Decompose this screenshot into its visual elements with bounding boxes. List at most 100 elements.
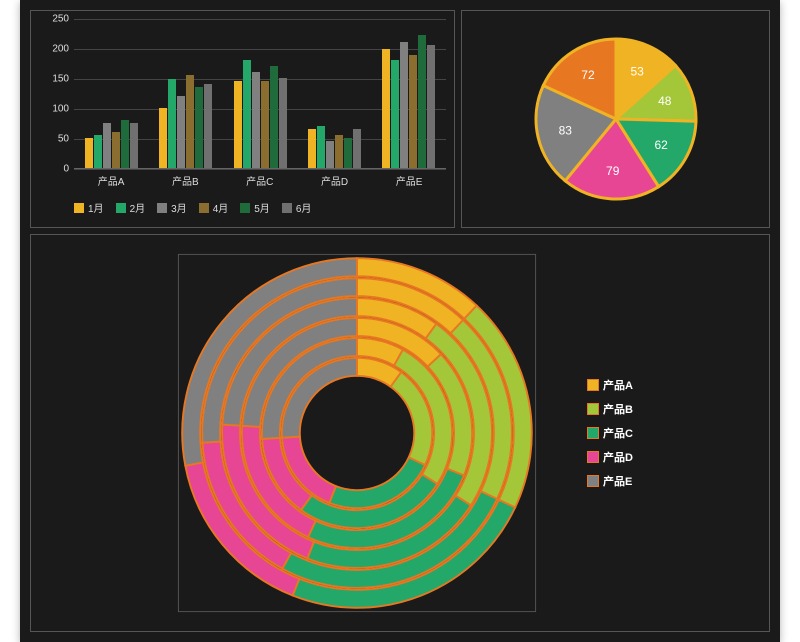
legend-label: 2月: [130, 200, 146, 215]
bar-y-tick: 0: [39, 164, 69, 175]
bar: [344, 138, 352, 168]
pie-chart: 53 48 62 79 83 72: [516, 19, 716, 219]
bar-legend-item: 1月: [74, 200, 104, 215]
donut-legend-item: 产品C: [587, 425, 633, 441]
legend-swatch: [587, 451, 599, 463]
donut-legend-item: 产品B: [587, 401, 633, 417]
bar: [308, 129, 316, 168]
bar-legend-item: 5月: [240, 200, 270, 215]
bar: [382, 49, 390, 168]
bar: [195, 87, 203, 168]
legend-label: 5月: [254, 200, 270, 215]
bar-group: [308, 126, 361, 168]
donut-legend-item: 产品A: [587, 377, 633, 393]
legend-label: 6月: [296, 200, 312, 215]
bar-y-tick: 200: [39, 44, 69, 55]
bar: [112, 132, 120, 168]
bar: [204, 84, 212, 168]
bar-chart-panel: 050100150200250 产品A产品B产品C产品D产品E 1月2月3月4月…: [30, 10, 455, 228]
bar: [252, 72, 260, 168]
pie-slice-label: 62: [654, 138, 668, 152]
bar-y-tick: 100: [39, 104, 69, 115]
bar: [418, 35, 426, 168]
bar: [85, 138, 93, 168]
pie-slice-label: 53: [630, 65, 644, 79]
bar-x-label: 产品B: [172, 173, 199, 188]
bar-groups: [74, 18, 446, 169]
bar: [103, 123, 111, 168]
donut-chart: [167, 243, 547, 623]
legend-label: 3月: [171, 200, 187, 215]
bar-y-tick: 250: [39, 14, 69, 25]
legend-swatch: [116, 203, 126, 213]
pie-slice-label: 48: [658, 94, 672, 108]
bar-grid-line: [74, 169, 446, 170]
bar-group: [159, 75, 212, 168]
legend-swatch: [282, 203, 292, 213]
bar-y-axis: 050100150200250: [39, 19, 69, 169]
bar-legend-item: 3月: [157, 200, 187, 215]
bar: [400, 42, 408, 168]
bar-group: [85, 120, 138, 168]
bar: [121, 120, 129, 168]
legend-label: 产品D: [603, 449, 633, 465]
legend-label: 产品B: [603, 401, 633, 417]
bar: [279, 78, 287, 168]
bar-group: [382, 35, 435, 168]
bar: [391, 60, 399, 168]
legend-swatch: [587, 379, 599, 391]
pie-slice-label: 72: [581, 68, 595, 82]
bar-x-label: 产品E: [396, 173, 423, 188]
bar: [159, 108, 167, 168]
legend-label: 产品E: [603, 473, 632, 489]
bar-legend-item: 2月: [116, 200, 146, 215]
bar: [261, 81, 269, 168]
legend-swatch: [587, 403, 599, 415]
donut-legend: 产品A 产品B 产品C 产品D 产品E: [587, 377, 633, 489]
legend-swatch: [587, 427, 599, 439]
legend-swatch: [74, 203, 84, 213]
legend-label: 4月: [213, 200, 229, 215]
bar: [130, 123, 138, 168]
bar: [317, 126, 325, 168]
bar-group: [234, 60, 287, 168]
pie-chart-panel: 53 48 62 79 83 72: [461, 10, 770, 228]
bar: [94, 135, 102, 168]
bar-y-tick: 150: [39, 74, 69, 85]
bar: [243, 60, 251, 168]
top-row: 050100150200250 产品A产品B产品C产品D产品E 1月2月3月4月…: [30, 10, 770, 228]
pie-slice-label: 79: [606, 164, 620, 178]
bar-x-labels: 产品A 产品B 产品C 产品D 产品E: [74, 173, 446, 188]
bar: [409, 55, 417, 168]
bar: [234, 81, 242, 168]
bar-legend-item: 4月: [199, 200, 229, 215]
dashboard: 050100150200250 产品A产品B产品C产品D产品E 1月2月3月4月…: [20, 0, 780, 642]
donut-chart-panel: 产品A 产品B 产品C 产品D 产品E: [30, 234, 770, 632]
bar: [168, 79, 176, 168]
bar: [186, 75, 194, 168]
bar: [270, 66, 278, 168]
donut-wrap: 产品A 产品B 产品C 产品D 产品E: [167, 243, 633, 623]
legend-swatch: [199, 203, 209, 213]
bar: [335, 135, 343, 168]
bar: [427, 45, 435, 168]
bar-x-label: 产品C: [246, 173, 273, 188]
bar: [177, 96, 185, 168]
bar: [353, 129, 361, 168]
donut-legend-item: 产品E: [587, 473, 633, 489]
pie-slice-label: 83: [558, 124, 572, 138]
legend-label: 1月: [88, 200, 104, 215]
bar-legend-item: 6月: [282, 200, 312, 215]
legend-label: 产品A: [603, 377, 633, 393]
bar-legend: 1月 2月 3月 4月 5月 6月: [74, 200, 446, 215]
donut-legend-item: 产品D: [587, 449, 633, 465]
legend-swatch: [240, 203, 250, 213]
bar-x-label: 产品D: [321, 173, 348, 188]
bar-y-tick: 50: [39, 134, 69, 145]
legend-swatch: [587, 475, 599, 487]
bar-chart-area: 050100150200250: [74, 19, 446, 169]
legend-swatch: [157, 203, 167, 213]
bar: [326, 141, 334, 168]
legend-label: 产品C: [603, 425, 633, 441]
bar-x-label: 产品A: [98, 173, 125, 188]
